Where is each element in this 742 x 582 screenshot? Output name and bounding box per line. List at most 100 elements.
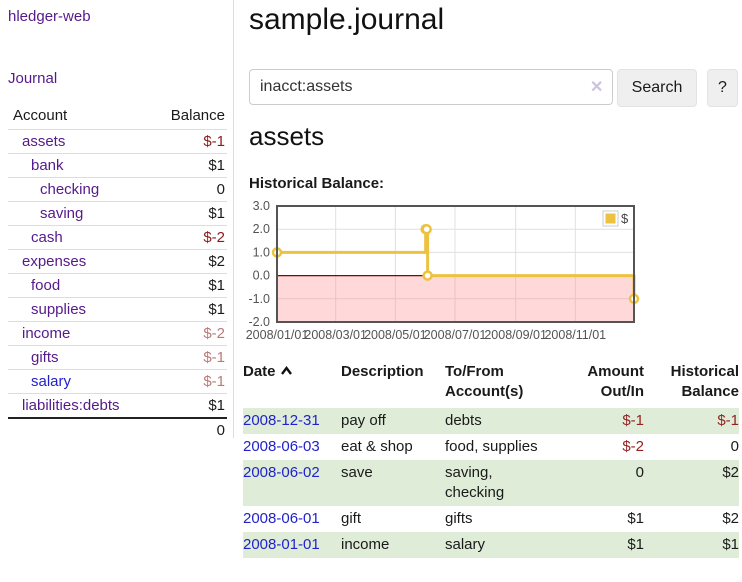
- register-row: 2008-06-03 eat & shop food, supplies $-2…: [243, 434, 739, 460]
- account-link-supplies[interactable]: supplies: [8, 297, 154, 322]
- transaction-description: eat & shop: [341, 438, 413, 455]
- account-page-title: assets: [249, 121, 325, 151]
- account-link-checking[interactable]: checking: [8, 177, 154, 202]
- account-link-bank[interactable]: bank: [8, 153, 154, 178]
- account-balance: $-2: [153, 321, 227, 346]
- transaction-accounts: salary: [445, 532, 557, 558]
- date-header-label: Date: [243, 363, 276, 380]
- account-link-expenses[interactable]: expenses: [8, 249, 154, 274]
- account-balance: $-1: [153, 129, 227, 154]
- amount-header-line2: Out/In: [600, 383, 644, 400]
- transaction-date-link[interactable]: 2008-06-01: [243, 510, 320, 527]
- account-link-cash[interactable]: cash: [8, 225, 154, 250]
- historical-balance-chart: 3.0 2.0 1.0 0.0 -1.0 -2.02008/01/012008/03/01…: [246, 199, 640, 342]
- clear-search-icon[interactable]: ✕: [590, 79, 604, 96]
- transaction-amount: $1: [627, 510, 644, 527]
- accounts-header-account: Account: [8, 103, 154, 130]
- accounts-header-line2: Account(s): [445, 383, 524, 400]
- account-row-liabilities-debts: liabilities:debts $1: [8, 393, 227, 419]
- account-row-expenses: expenses $2: [8, 249, 227, 274]
- search-button[interactable]: Search: [617, 69, 697, 107]
- svg-text:2008/07/01: 2008/07/01: [424, 328, 487, 342]
- transaction-accounts: debts: [445, 408, 557, 434]
- column-header-accounts: To/From Account(s): [445, 360, 557, 408]
- svg-text:0.0: 0.0: [253, 269, 270, 283]
- transaction-date-link[interactable]: 2008-01-01: [243, 532, 341, 558]
- transaction-balance: $1: [644, 532, 739, 558]
- account-link-liabilities-debts[interactable]: liabilities:debts: [8, 393, 154, 419]
- account-balance: $1: [153, 201, 227, 226]
- sidebar-item-journal[interactable]: Journal: [8, 70, 58, 87]
- transaction-balance: $-1: [644, 408, 739, 434]
- column-header-description: Description: [341, 363, 424, 380]
- amount-header-line1: Amount: [587, 363, 644, 380]
- accounts-header-line1: To/From: [445, 363, 504, 380]
- accounts-header-balance: Balance: [153, 103, 227, 130]
- account-link-income[interactable]: income: [8, 321, 154, 346]
- transaction-balance: $2: [644, 460, 739, 506]
- transaction-accounts: gifts: [445, 510, 473, 527]
- svg-text:2.0: 2.0: [253, 222, 270, 236]
- svg-text:-1.0: -1.0: [248, 292, 270, 306]
- search-input[interactable]: [249, 69, 613, 105]
- account-row-saving: saving $1: [8, 201, 227, 226]
- register-row: 2008-06-01 gift gifts $1 $2: [243, 506, 739, 532]
- transaction-amount: $1: [557, 532, 644, 558]
- transaction-description: income: [341, 532, 445, 558]
- page-title: sample.journal: [249, 3, 445, 36]
- register-row: 2008-01-01 income salary $1 $1: [243, 532, 739, 558]
- svg-text:2008/01/01: 2008/01/01: [246, 328, 309, 342]
- register-row: 2008-06-02 save saving, checking 0 $2: [243, 460, 739, 506]
- account-balance: 0: [153, 177, 227, 202]
- transaction-description: save: [341, 460, 445, 506]
- svg-text:$: $: [621, 211, 629, 226]
- svg-text:1.0: 1.0: [253, 245, 270, 259]
- account-link-gifts[interactable]: gifts: [8, 345, 154, 370]
- register-table: Date Description To/From Account(s) Amou…: [243, 360, 739, 558]
- account-row-checking: checking 0: [8, 177, 227, 202]
- accounts-total-value: 0: [216, 422, 225, 439]
- account-row-gifts: gifts $-1: [8, 345, 227, 370]
- svg-text:3.0: 3.0: [253, 199, 270, 213]
- account-balance: $-2: [153, 225, 227, 250]
- account-link-salary[interactable]: salary: [8, 369, 154, 394]
- register-header-row: Date Description To/From Account(s) Amou…: [243, 360, 739, 408]
- transaction-date-link[interactable]: 2008-12-31: [243, 408, 341, 434]
- account-link-food[interactable]: food: [8, 273, 154, 298]
- account-row-food: food $1: [8, 273, 227, 298]
- column-header-balance: Historical Balance: [644, 360, 739, 408]
- transaction-balance: 0: [730, 438, 739, 455]
- account-balance: $1: [153, 297, 227, 322]
- account-balance: $-1: [153, 345, 227, 370]
- transaction-amount: $-1: [557, 408, 644, 434]
- account-balance: $-1: [153, 369, 227, 394]
- svg-text:2008/05/01: 2008/05/01: [364, 328, 427, 342]
- column-header-date[interactable]: Date: [243, 360, 341, 408]
- account-row-income: income $-2: [8, 321, 227, 346]
- account-link-saving[interactable]: saving: [8, 201, 154, 226]
- register-row: 2008-12-31 pay off debts $-1 $-1: [243, 408, 739, 434]
- svg-text:2008/03/01: 2008/03/01: [304, 328, 367, 342]
- account-row-supplies: supplies $1: [8, 297, 227, 322]
- transaction-description: pay off: [341, 408, 445, 434]
- accounts-balance-table: Account Balance assets $-1 bank $1 check…: [8, 103, 227, 442]
- column-header-amount: Amount Out/In: [557, 360, 644, 408]
- svg-text:-2.0: -2.0: [248, 315, 270, 329]
- accounts-table-header: Account Balance: [8, 103, 227, 130]
- transaction-date-link[interactable]: 2008-06-02: [243, 460, 341, 506]
- account-balance: $1: [153, 153, 227, 178]
- app-brand-link[interactable]: hledger-web: [8, 8, 91, 25]
- chart-label: Historical Balance:: [249, 175, 385, 192]
- sort-ascending-icon: [280, 362, 293, 382]
- svg-text:2008/09/01: 2008/09/01: [484, 328, 547, 342]
- accounts-total-row: 0: [8, 418, 227, 442]
- transaction-balance: $2: [722, 510, 739, 527]
- transaction-amount: $-2: [622, 438, 644, 455]
- help-button[interactable]: ?: [707, 69, 738, 107]
- balance-header-line1: Historical: [670, 363, 739, 380]
- account-link-assets[interactable]: assets: [8, 129, 154, 154]
- transaction-amount: 0: [557, 460, 644, 506]
- account-balance: $1: [153, 273, 227, 298]
- account-row-bank: bank $1: [8, 153, 227, 178]
- transaction-date-link[interactable]: 2008-06-03: [243, 438, 320, 455]
